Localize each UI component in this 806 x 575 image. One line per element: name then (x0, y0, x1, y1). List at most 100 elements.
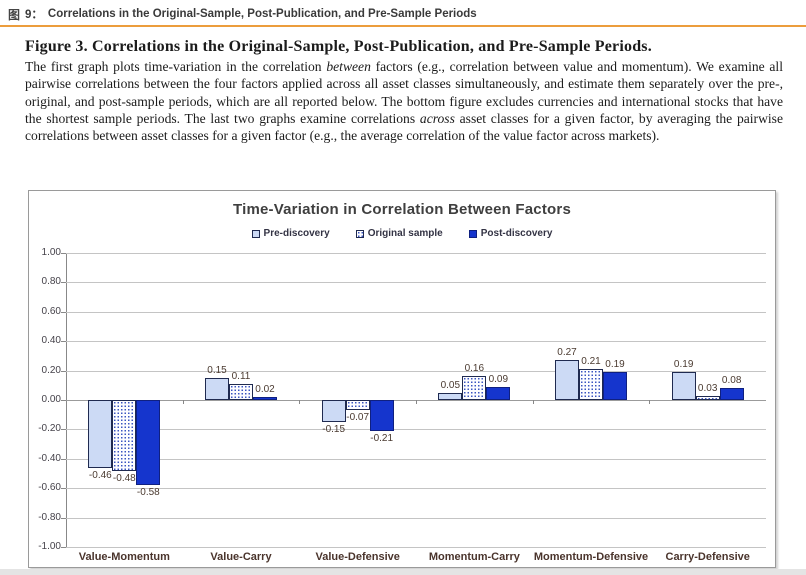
y-axis-label: -0.20 (38, 423, 61, 435)
caption-title: Figure 3. Correlations in the Original-S… (25, 38, 652, 55)
y-axis-tick (61, 370, 66, 372)
bar-post-discovery-momentum-defensive (603, 372, 627, 400)
bar-original-sample-value-defensive (345, 400, 370, 411)
y-axis-tick (61, 253, 66, 254)
bar-value-label: 0.03 (697, 382, 718, 394)
y-axis-tick (61, 341, 66, 343)
bar-original-sample-momentum-defensive (579, 369, 603, 400)
bar-original-sample-value-momentum (112, 400, 137, 471)
x-axis-tick (299, 400, 301, 404)
header-number: 9： (25, 9, 43, 21)
gridline (66, 488, 766, 490)
bar-value-label: 0.19 (605, 359, 625, 371)
gridline (66, 341, 766, 343)
chart-title: Time-Variation in Correlation Between Fa… (233, 201, 571, 218)
bar-value-label: 0.05 (440, 379, 461, 391)
legend-swatch-icon (251, 229, 260, 238)
y-axis-tick (61, 488, 66, 490)
gridline (66, 429, 766, 431)
y-axis-label: 0.00 (41, 394, 61, 405)
legend-label: Pre-discovery (263, 228, 330, 239)
figure-glyph-icon: 图 (8, 7, 21, 22)
figure-caption: Figure 3. Correlations in the Original-S… (25, 37, 783, 144)
category-label: Value-Carry (210, 551, 272, 563)
category-label: Momentum-Defensive (533, 551, 649, 563)
y-axis-tick (61, 517, 66, 519)
x-axis-tick (182, 400, 184, 404)
legend-swatch-icon (468, 229, 477, 238)
gridline (66, 458, 766, 460)
category-label: Carry-Defensive (665, 551, 750, 563)
bar-value-label: -0.07 (346, 412, 370, 424)
bar-pre-discovery-value-momentum (88, 400, 113, 468)
gridline (66, 517, 766, 519)
gridline (66, 370, 766, 372)
y-axis-label: -0.40 (38, 452, 61, 464)
gridline (66, 311, 766, 313)
y-axis-tick (61, 400, 66, 401)
chart-legend: Pre-discovery Original sample Post-discove… (29, 228, 775, 239)
y-axis-tick (61, 282, 66, 284)
bar-pre-discovery-value-defensive (321, 400, 346, 423)
caption-italic-across: across (419, 110, 455, 126)
plot-area: -0.46 0.15 -0.15 0.05 0.27 0.19 -0.48 0.11 -0.07… (61, 253, 766, 548)
gridline (66, 282, 766, 284)
bar-original-sample-momentum-carry (462, 376, 487, 400)
category-label: Momentum-Carry (428, 551, 520, 563)
bottom-strip (0, 569, 806, 575)
bar-post-discovery-value-defensive (369, 400, 394, 431)
bar-value-label: -0.58 (136, 487, 160, 499)
y-axis-tick (61, 458, 66, 460)
y-axis-label: 0.20 (41, 364, 61, 376)
bar-pre-discovery-carry-defensive (671, 372, 696, 400)
bar-value-label: 0.16 (464, 363, 485, 375)
bar-original-sample-carry-defensive (695, 395, 720, 400)
bar-post-discovery-momentum-carry (486, 386, 511, 400)
y-axis-tick (61, 311, 66, 313)
chart-panel: Time-Variation in Correlation Between Fa… (28, 190, 776, 568)
bar-post-discovery-value-carry (253, 397, 277, 400)
legend-item-post-discovery: Post-discovery (468, 228, 553, 239)
caption-text-2: factors (e.g., correlation between value… (25, 59, 783, 126)
legend-label: Post-discovery (480, 228, 553, 239)
bar-original-sample-value-carry (229, 383, 253, 400)
bar-value-label: 0.11 (231, 370, 251, 382)
bar-pre-discovery-value-carry (205, 377, 229, 400)
bar-pre-discovery-momentum-defensive (555, 360, 579, 400)
caption-text-3: asset classes for a given factor, by ave… (25, 110, 783, 144)
category-label: Value-Momentum (78, 551, 170, 563)
document-header: 图 9： Correlations in the Original-Sample… (0, 0, 806, 27)
y-axis-labels: 1.00 0.80 0.60 0.40 0.20 0.00 -0.20 -0.40 -0.60 -… (29, 247, 61, 552)
x-axis-tick (649, 400, 651, 404)
caption-body: The first graph plots time-variation in … (25, 58, 783, 144)
bar-value-label: -0.48 (112, 472, 136, 484)
y-axis-tick (61, 547, 66, 548)
legend-item-pre-discovery: Pre-discovery (251, 228, 330, 239)
y-axis-label: 0.60 (41, 305, 61, 317)
y-axis-label: -0.60 (38, 482, 61, 494)
bar-value-label: 0.19 (673, 359, 694, 371)
bar-value-label: -0.15 (322, 424, 346, 436)
bar-value-label: 0.08 (721, 375, 742, 387)
bar-value-label: 0.27 (557, 347, 577, 359)
x-axis-tick (532, 400, 534, 404)
y-axis-label: 1.00 (41, 247, 61, 258)
header-title: Correlations in the Original-Sample, Pos… (47, 8, 477, 20)
bar-value-label: 0.21 (581, 356, 601, 368)
bar-post-discovery-value-momentum (136, 400, 161, 486)
caption-text-1: The first graph plots time-variation in … (25, 59, 327, 74)
bar-value-label: -0.21 (370, 432, 394, 444)
bar-value-label: 0.09 (488, 373, 509, 385)
bar-post-discovery-carry-defensive (719, 388, 744, 400)
y-axis-label: -0.80 (38, 511, 61, 523)
bar-value-label: 0.02 (255, 384, 275, 396)
y-axis-label: -1.00 (38, 541, 61, 552)
legend-item-original-sample: Original sample (355, 228, 443, 239)
legend-swatch-icon (355, 229, 364, 238)
bar-pre-discovery-momentum-carry (438, 392, 463, 400)
bar-value-label: -0.46 (88, 469, 112, 481)
y-axis-tick (61, 429, 66, 431)
gridline (66, 253, 766, 254)
gridline (66, 547, 766, 548)
